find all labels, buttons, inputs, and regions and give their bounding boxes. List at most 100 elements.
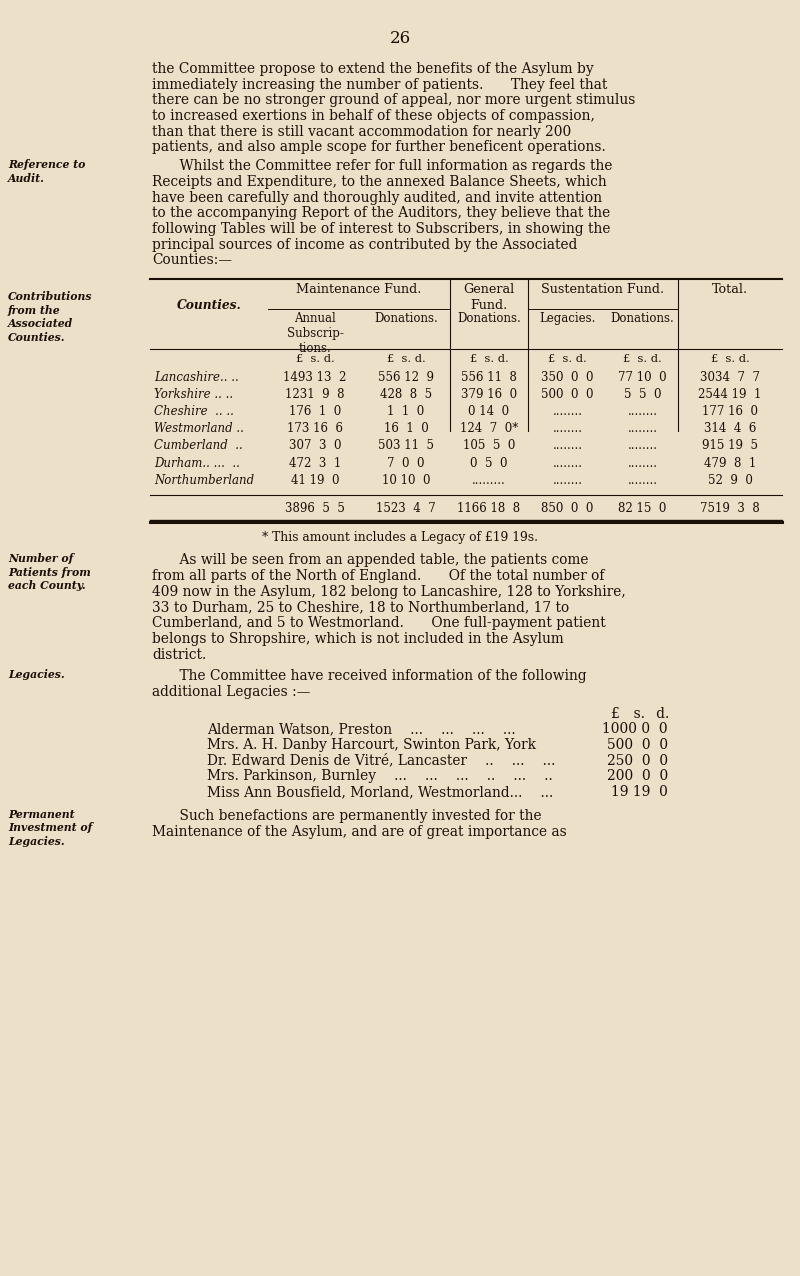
Text: ........: ........ <box>553 439 582 453</box>
Text: 7519  3  8: 7519 3 8 <box>700 501 760 516</box>
Text: the Committee propose to extend the benefits of the Asylum by: the Committee propose to extend the bene… <box>152 63 594 77</box>
Text: Donations.: Donations. <box>610 313 674 325</box>
Text: Lancashire.. ..: Lancashire.. .. <box>154 370 238 384</box>
Text: have been carefully and thoroughly audited, and invite attention: have been carefully and thoroughly audit… <box>152 190 602 204</box>
Text: 52  9  0: 52 9 0 <box>707 473 753 487</box>
Text: £  s. d.: £ s. d. <box>710 355 750 364</box>
Text: from all parts of the North of England.  Of the total number of: from all parts of the North of England. … <box>152 569 605 583</box>
Text: 3034  7  7: 3034 7 7 <box>700 370 760 384</box>
Text: 409 now in the Asylum, 182 belong to Lancashire, 128 to Yorkshire,: 409 now in the Asylum, 182 belong to Lan… <box>152 584 626 598</box>
Text: immediately increasing the number of patients.  They feel that: immediately increasing the number of pat… <box>152 78 607 92</box>
Text: Permanent: Permanent <box>8 809 74 819</box>
Text: Audit.: Audit. <box>8 172 45 184</box>
Text: * This amount includes a Legacy of £19 19s.: * This amount includes a Legacy of £19 1… <box>262 531 538 545</box>
Text: Such benefactions are permanently invested for the: Such benefactions are permanently invest… <box>152 809 542 823</box>
Text: Legacies.: Legacies. <box>8 669 65 680</box>
Text: 176  1  0: 176 1 0 <box>289 404 341 419</box>
Text: 82 15  0: 82 15 0 <box>618 501 666 516</box>
Text: Yorkshire .. ..: Yorkshire .. .. <box>154 388 233 401</box>
Text: Sustentation Fund.: Sustentation Fund. <box>542 283 665 296</box>
Text: Maintenance of the Asylum, and are of great importance as: Maintenance of the Asylum, and are of gr… <box>152 824 566 838</box>
Text: 2544 19  1: 2544 19 1 <box>698 388 762 401</box>
Text: Mrs. Parkinson, Burnley  ...  ...  ...  ..  ...  ..: Mrs. Parkinson, Burnley ... ... ... .. .… <box>207 769 553 783</box>
Text: 307  3  0: 307 3 0 <box>289 439 342 453</box>
Text: 1000 0  0: 1000 0 0 <box>602 722 668 736</box>
Text: 0 14  0: 0 14 0 <box>469 404 510 419</box>
Text: 472  3  1: 472 3 1 <box>289 457 341 470</box>
Text: 915 19  5: 915 19 5 <box>702 439 758 453</box>
Text: £  s. d.: £ s. d. <box>386 355 426 364</box>
Text: Miss Ann Bousfield, Morland, Westmorland...  ...: Miss Ann Bousfield, Morland, Westmorland… <box>207 785 554 799</box>
Text: .........: ......... <box>472 473 506 487</box>
Text: 105  5  0: 105 5 0 <box>463 439 515 453</box>
Text: As will be seen from an appended table, the patients come: As will be seen from an appended table, … <box>152 554 589 568</box>
Text: 250  0  0: 250 0 0 <box>607 754 668 768</box>
Text: 173 16  6: 173 16 6 <box>287 422 343 435</box>
Text: 177 16  0: 177 16 0 <box>702 404 758 419</box>
Text: Donations.: Donations. <box>374 313 438 325</box>
Text: 556 11  8: 556 11 8 <box>461 370 517 384</box>
Text: Investment of: Investment of <box>8 822 92 833</box>
Text: Cumberland, and 5 to Westmorland.  One full-payment patient: Cumberland, and 5 to Westmorland. One fu… <box>152 616 606 630</box>
Text: £  s. d.: £ s. d. <box>623 355 662 364</box>
Text: ........: ........ <box>553 473 582 487</box>
Text: 1523  4  7: 1523 4 7 <box>376 501 436 516</box>
Text: Patients from: Patients from <box>8 567 90 578</box>
Text: ........: ........ <box>627 422 658 435</box>
Text: ........: ........ <box>627 457 658 470</box>
Text: £  s.  d.: £ s. d. <box>611 707 669 721</box>
Text: 850  0  0: 850 0 0 <box>542 501 594 516</box>
Text: Alderman Watson, Preston  ...  ...  ...  ...: Alderman Watson, Preston ... ... ... ... <box>207 722 516 736</box>
Text: ........: ........ <box>627 473 658 487</box>
Text: 350  0  0: 350 0 0 <box>542 370 594 384</box>
Text: £  s. d.: £ s. d. <box>296 355 334 364</box>
Text: 33 to Durham, 25 to Cheshire, 18 to Northumberland, 17 to: 33 to Durham, 25 to Cheshire, 18 to Nort… <box>152 601 570 615</box>
Text: Westmorland ..: Westmorland .. <box>154 422 244 435</box>
Text: district.: district. <box>152 647 206 661</box>
Text: The Committee have received information of the following: The Committee have received information … <box>152 669 586 683</box>
Text: Legacies.: Legacies. <box>8 836 65 847</box>
Text: Dr. Edward Denis de Vitré, Lancaster  ..  ...  ...: Dr. Edward Denis de Vitré, Lancaster .. … <box>207 754 555 768</box>
Text: 1166 18  8: 1166 18 8 <box>458 501 521 516</box>
Text: Receipts and Expenditure, to the annexed Balance Sheets, which: Receipts and Expenditure, to the annexed… <box>152 175 606 189</box>
Text: 124  7  0*: 124 7 0* <box>460 422 518 435</box>
Text: 10 10  0: 10 10 0 <box>382 473 430 487</box>
Text: Reference to: Reference to <box>8 160 86 170</box>
Text: Maintenance Fund.: Maintenance Fund. <box>296 283 422 296</box>
Text: to increased exertions in behalf of these objects of compassion,: to increased exertions in behalf of thes… <box>152 110 595 122</box>
Text: 26: 26 <box>390 31 410 47</box>
Text: 503 11  5: 503 11 5 <box>378 439 434 453</box>
Text: Whilst the Committee refer for full information as regards the: Whilst the Committee refer for full info… <box>152 160 613 174</box>
Text: Legacies.: Legacies. <box>539 313 596 325</box>
Text: £  s. d.: £ s. d. <box>470 355 508 364</box>
Text: Associated: Associated <box>8 318 74 329</box>
Text: Total.: Total. <box>712 283 748 296</box>
Text: to the accompanying Report of the Auditors, they believe that the: to the accompanying Report of the Audito… <box>152 207 610 221</box>
Text: Cheshire  .. ..: Cheshire .. .. <box>154 404 234 419</box>
Text: Number of: Number of <box>8 554 74 564</box>
Text: 479  8  1: 479 8 1 <box>704 457 756 470</box>
Text: from the: from the <box>8 305 61 315</box>
Text: 379 16  0: 379 16 0 <box>461 388 517 401</box>
Text: each County.: each County. <box>8 581 86 591</box>
Text: Mrs. A. H. Danby Harcourt, Swinton Park, York: Mrs. A. H. Danby Harcourt, Swinton Park,… <box>207 738 536 752</box>
Text: 19 19  0: 19 19 0 <box>611 785 668 799</box>
Text: Annual
Subscrip-
tions.: Annual Subscrip- tions. <box>286 313 343 355</box>
Text: ........: ........ <box>553 457 582 470</box>
Text: Northumberland: Northumberland <box>154 473 254 487</box>
Text: 3896  5  5: 3896 5 5 <box>285 501 345 516</box>
Text: £  s. d.: £ s. d. <box>548 355 587 364</box>
Text: General
Fund.: General Fund. <box>463 283 514 313</box>
Text: 77 10  0: 77 10 0 <box>618 370 667 384</box>
Text: 0  5  0: 0 5 0 <box>470 457 508 470</box>
Text: additional Legacies :—: additional Legacies :— <box>152 685 310 699</box>
Text: Donations.: Donations. <box>457 313 521 325</box>
Text: Cumberland  ..: Cumberland .. <box>154 439 242 453</box>
Text: 1493 13  2: 1493 13 2 <box>283 370 346 384</box>
Text: 500  0  0: 500 0 0 <box>607 738 668 752</box>
Text: principal sources of income as contributed by the Associated: principal sources of income as contribut… <box>152 237 578 251</box>
Text: 1  1  0: 1 1 0 <box>387 404 425 419</box>
Text: there can be no stronger ground of appeal, nor more urgent stimulus: there can be no stronger ground of appea… <box>152 93 635 107</box>
Text: 500  0  0: 500 0 0 <box>542 388 594 401</box>
Text: 41 19  0: 41 19 0 <box>290 473 339 487</box>
